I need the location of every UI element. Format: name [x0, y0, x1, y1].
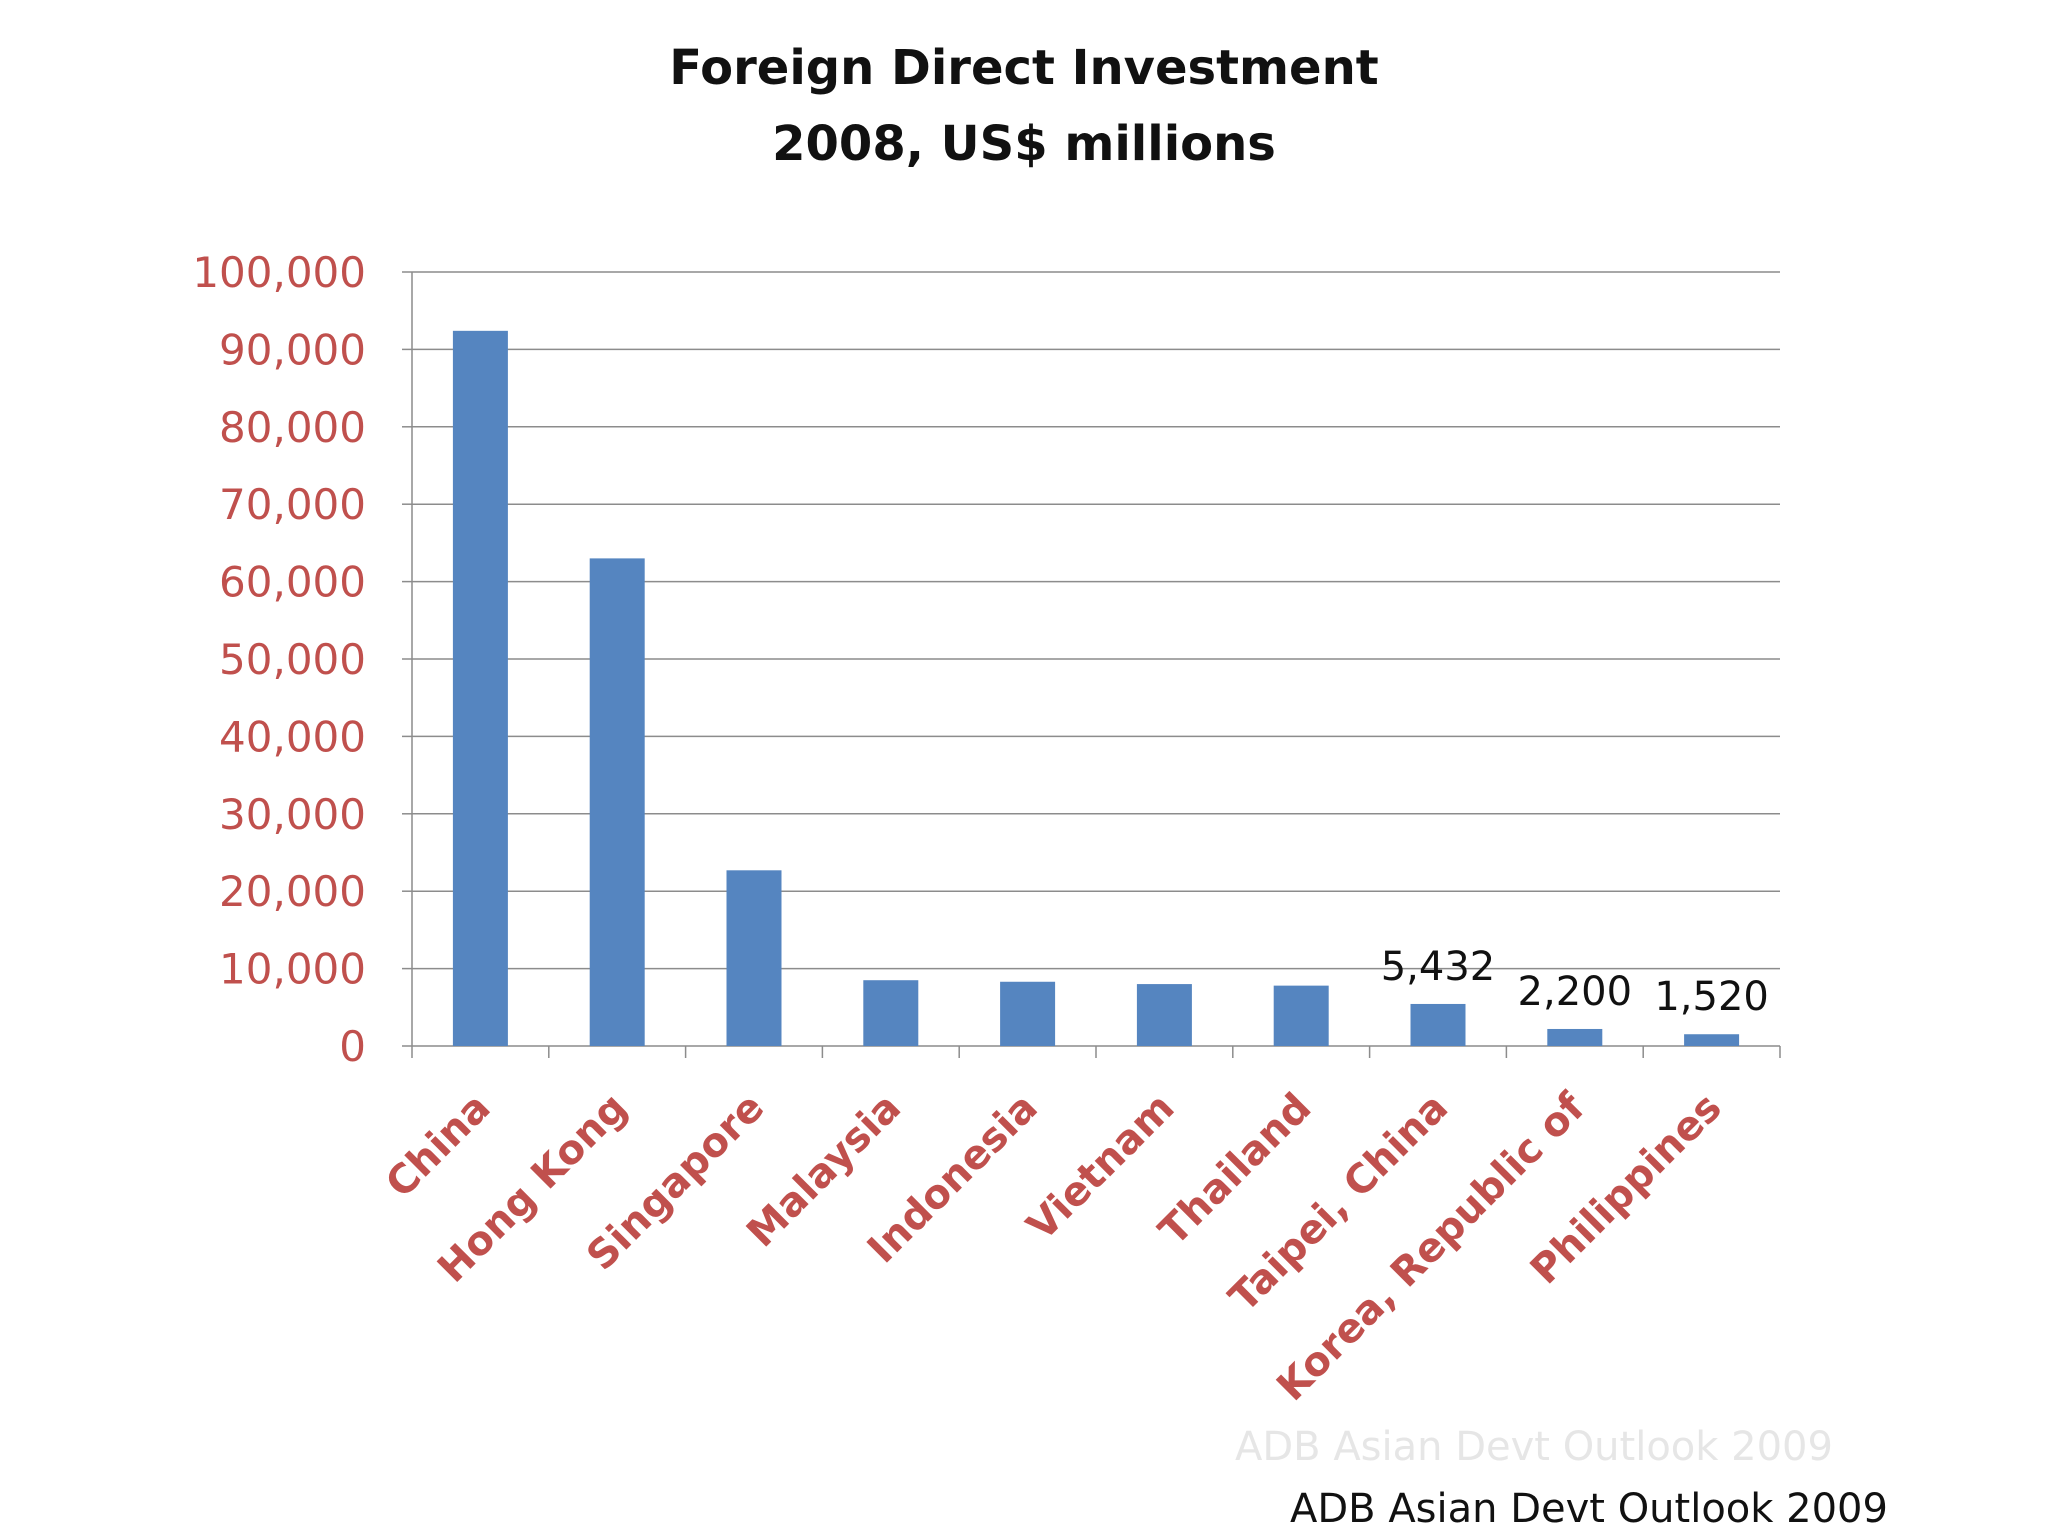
y-tick-label: 0 — [339, 1022, 366, 1071]
bar — [1410, 1003, 1466, 1046]
y-tick-label: 30,000 — [219, 790, 366, 839]
y-tick-label: 70,000 — [219, 480, 366, 529]
bar — [726, 870, 782, 1046]
y-tick-label: 50,000 — [219, 635, 366, 684]
data-label: 2,200 — [1518, 969, 1633, 1015]
bar — [1136, 984, 1192, 1046]
data-label: 5,432 — [1381, 944, 1496, 990]
source-watermark: ADB Asian Devt Outlook 2009 — [1235, 1424, 1833, 1470]
chart-title-line-2: 2008, US$ millions — [772, 116, 1276, 172]
data-label: 1,520 — [1654, 974, 1769, 1020]
y-tick-label: 100,000 — [192, 248, 366, 297]
y-tick-label: 80,000 — [219, 403, 366, 452]
bar — [1547, 1028, 1603, 1046]
y-tick-label: 90,000 — [219, 325, 366, 374]
bar — [1684, 1034, 1740, 1046]
bar — [1273, 985, 1329, 1046]
y-tick-label: 60,000 — [219, 558, 366, 607]
bar — [1000, 981, 1056, 1046]
y-tick-label: 40,000 — [219, 712, 366, 761]
bar — [863, 980, 919, 1046]
y-tick-label: 20,000 — [219, 867, 366, 916]
chart-title: Foreign Direct Investment 2008, US$ mill… — [0, 30, 2048, 182]
y-tick-label: 10,000 — [219, 945, 366, 994]
x-category-label: China — [377, 1085, 499, 1207]
bar — [589, 558, 645, 1046]
source-note: ADB Asian Devt Outlook 2009 — [1290, 1486, 1888, 1532]
chart-title-line-1: Foreign Direct Investment — [669, 40, 1379, 96]
bar — [452, 330, 508, 1047]
